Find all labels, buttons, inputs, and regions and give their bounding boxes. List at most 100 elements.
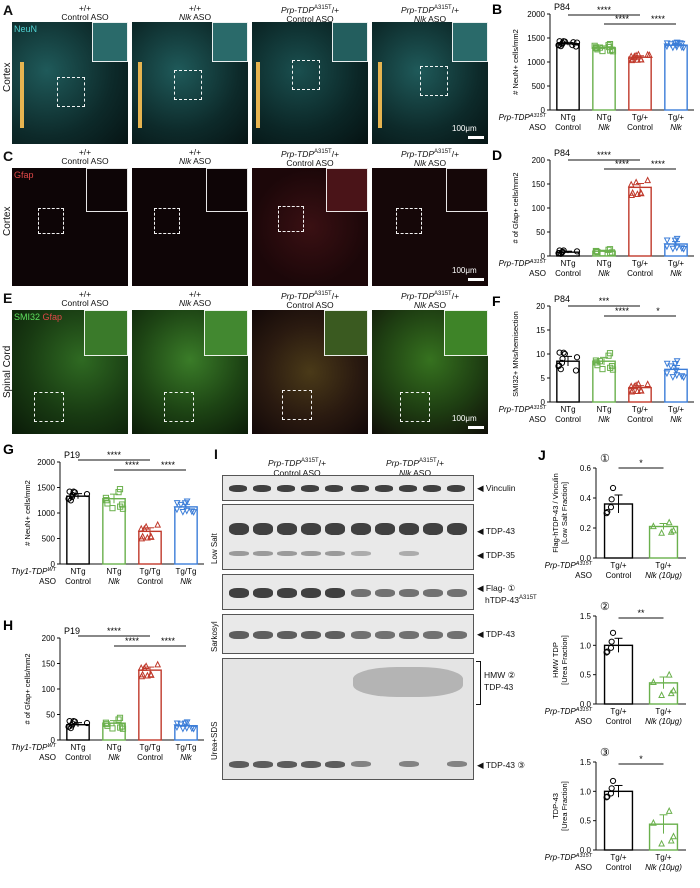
band — [277, 551, 297, 556]
y-axis-label: # NeuN+ cells/mm2 — [23, 480, 32, 546]
data-point — [665, 670, 673, 678]
data-point — [140, 664, 148, 671]
y-axis-label: # of Gfap+ cells/mm2 — [23, 653, 32, 724]
x-tick-label: Tg/Tg — [176, 743, 197, 752]
band — [229, 761, 249, 768]
band — [277, 631, 297, 639]
x-tick-label: Tg/+ — [655, 853, 672, 862]
data-point — [569, 42, 576, 49]
data-point — [678, 44, 686, 52]
e-roi-4 — [400, 392, 430, 422]
y-tick-label: 500 — [532, 82, 546, 91]
genotype-label: Prp-TDPA315T — [499, 113, 547, 122]
aso-label: ASO — [529, 415, 546, 424]
band — [325, 551, 345, 556]
a-col-header-3: Prp-TDPA315T/+ Control ASO — [280, 4, 340, 24]
data-point — [649, 522, 657, 530]
band — [325, 761, 345, 768]
label-vinculin: ◀ Vinculin — [477, 483, 516, 493]
y-tick-label: 150 — [532, 180, 546, 189]
data-point — [147, 670, 155, 678]
x-tick-label: NTg — [560, 405, 575, 414]
data-point — [673, 244, 681, 252]
circle-label: ③ — [600, 747, 610, 759]
y-tick-label: 200 — [532, 156, 546, 165]
band — [423, 523, 443, 535]
data-point — [629, 188, 637, 196]
y-tick-label: 5 — [541, 374, 546, 383]
data-point — [570, 39, 577, 46]
smear — [353, 667, 463, 697]
x-tick-label: NTg — [560, 259, 575, 268]
a-inset-1 — [92, 22, 128, 62]
x-tick-label: Tg/Tg — [176, 567, 197, 576]
data-point — [572, 367, 580, 374]
x-subcategory-label: Control — [627, 123, 653, 132]
data-point — [556, 247, 563, 254]
y-axis-label-2: [Urea Fraction] — [560, 781, 569, 831]
x-subcategory-label: Control — [65, 753, 91, 762]
band — [229, 631, 249, 639]
x-tick-label: Tg/+ — [610, 561, 627, 570]
data-point — [188, 725, 196, 733]
x-subcategory-label: Control — [627, 269, 653, 278]
data-point — [649, 678, 657, 685]
data-point — [572, 43, 580, 50]
x-tick-label: NTg — [70, 567, 85, 576]
x-tick-label: NTg — [106, 743, 121, 752]
data-point — [670, 686, 677, 694]
data-point — [673, 235, 681, 243]
data-point — [183, 498, 191, 506]
data-point — [154, 660, 162, 668]
data-point — [604, 793, 611, 800]
y-axis-label: Flag-hTDP-43 / Vinculin — [551, 473, 560, 552]
circle-label: ② — [600, 601, 610, 613]
significance-stars: **** — [597, 5, 612, 15]
significance-stars: *** — [599, 296, 610, 306]
label-tdp43-lowsalt: ◀ TDP-43 — [477, 526, 516, 536]
data-point — [607, 504, 615, 511]
y-tick-label: 0 — [541, 398, 546, 407]
data-point — [672, 42, 680, 50]
label-flag-2: hTDP-43A315T — [485, 595, 537, 605]
data-point — [667, 689, 675, 697]
a-micrograph-3 — [252, 22, 368, 144]
data-point — [667, 527, 675, 535]
data-point — [634, 379, 642, 387]
data-point — [663, 243, 671, 251]
y-tick-label: 1000 — [37, 509, 55, 518]
e-inset-1 — [84, 310, 128, 356]
a-scale-text: 100μm — [452, 124, 477, 133]
chart-b: B P84 0 500 1000 1500 2000 # NeuN+ cells/mm2 NTg… — [492, 1, 694, 132]
band — [399, 485, 417, 492]
e-stain-label: SMI32 Gfap — [14, 312, 63, 322]
bar — [66, 495, 90, 565]
band — [277, 761, 297, 768]
data-point — [173, 506, 181, 514]
data-point — [603, 649, 610, 656]
x-tick-label: NTg — [70, 743, 85, 752]
e-col-header-4: Prp-TDPA315T/+ Nlk ASO — [400, 290, 460, 310]
band — [253, 631, 273, 639]
band — [399, 523, 419, 535]
x-subcategory-label: Nlk (10μg) — [645, 717, 682, 726]
data-point — [631, 53, 638, 61]
band — [447, 523, 467, 535]
c-micrograph-4: 100μm — [372, 168, 488, 286]
e-roi-1 — [34, 392, 64, 422]
data-point — [667, 363, 675, 371]
a-col-header-1: +/+ Control ASO — [61, 3, 109, 22]
timepoint-label: P19 — [64, 450, 80, 460]
label-hmw: HMW ② — [484, 670, 516, 680]
x-tick-label: NTg — [596, 113, 611, 122]
data-point — [154, 520, 162, 528]
x-subcategory-label: Control — [627, 415, 653, 424]
band — [301, 631, 321, 639]
data-point — [65, 495, 73, 502]
data-point — [593, 359, 600, 366]
blot-low-salt — [222, 504, 474, 570]
timepoint-label: P84 — [554, 2, 570, 12]
significance-stars: * — [639, 754, 643, 764]
